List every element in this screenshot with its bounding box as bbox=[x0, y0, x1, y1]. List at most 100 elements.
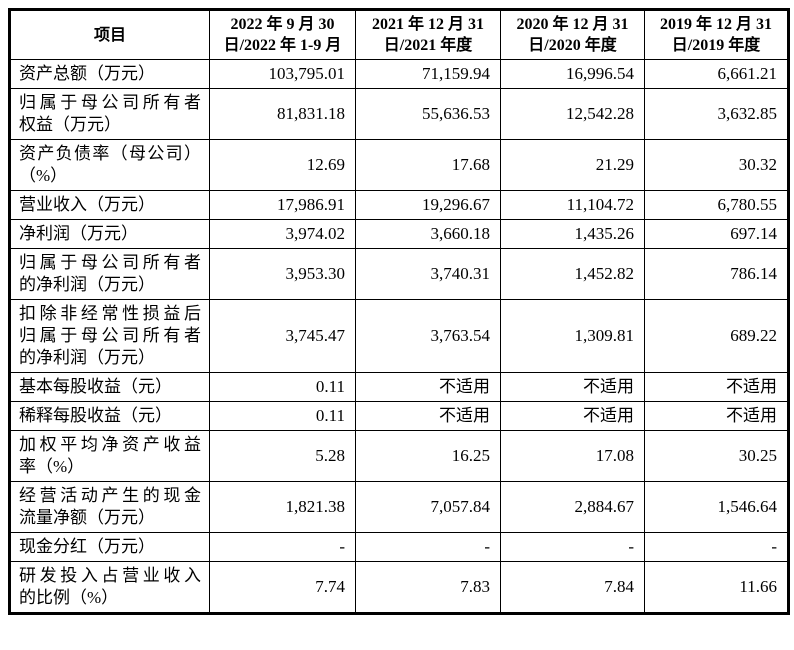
row-label-line: 流量净额（万元） bbox=[19, 508, 155, 527]
value-cell-2021: 16.25 bbox=[355, 430, 501, 482]
row-label-line: 加权平均净资产收益 bbox=[19, 435, 201, 454]
col-header-2020-period: 2020 年 12 月 31 日/2020 年度 bbox=[500, 9, 645, 60]
row-label-line: 资产总额（万元） bbox=[19, 64, 155, 83]
value-cell-2020: 1,452.82 bbox=[500, 248, 645, 300]
value-cell-2022: 1,821.38 bbox=[209, 481, 356, 533]
table-row: 扣除非经常性损益后 归属于母公司所有者 的净利润（万元） 3,745.47 3,76… bbox=[9, 299, 789, 373]
row-label-line: 归属于母公司所有者 bbox=[19, 93, 201, 112]
value-cell-2021: 19,296.67 bbox=[355, 190, 501, 220]
table-row: 稀释每股收益（元） 0.11 不适用 不适用 不适用 bbox=[9, 401, 789, 431]
value-cell-2019: - bbox=[644, 532, 789, 562]
value-cell-2019: 6,780.55 bbox=[644, 190, 789, 220]
row-label-line: 的净利润（万元） bbox=[19, 348, 155, 367]
table-row: 经营活动产生的现金 流量净额（万元） 1,821.38 7,057.84 2,88… bbox=[9, 481, 789, 533]
value-cell-2020: 16,996.54 bbox=[500, 59, 645, 89]
value-cell-2022: 3,974.02 bbox=[209, 219, 356, 249]
col-header-2019-period: 2019 年 12 月 31 日/2019 年度 bbox=[644, 9, 789, 60]
table-row: 归属于母公司所有者 的净利润（万元） 3,953.30 3,740.31 1,45… bbox=[9, 248, 789, 300]
table-row: 基本每股收益（元） 0.11 不适用 不适用 不适用 bbox=[9, 372, 789, 402]
row-label-line: 净利润（万元） bbox=[19, 224, 138, 243]
col-header-2021-period: 2021 年 12 月 31 日/2021 年度 bbox=[355, 9, 501, 60]
value-cell-2019: 786.14 bbox=[644, 248, 789, 300]
value-cell-2019: 不适用 bbox=[644, 372, 789, 402]
row-label-line: 资产负债率（母公司） bbox=[19, 144, 201, 163]
value-cell-2020: 1,435.26 bbox=[500, 219, 645, 249]
value-cell-2021: 3,660.18 bbox=[355, 219, 501, 249]
value-cell-2021: 不适用 bbox=[355, 372, 501, 402]
row-label-line: 归属于母公司所有者 bbox=[19, 326, 201, 345]
value-cell-2022: 3,953.30 bbox=[209, 248, 356, 300]
value-cell-2021: 7,057.84 bbox=[355, 481, 501, 533]
value-cell-2021: - bbox=[355, 532, 501, 562]
row-label-cell: 归属于母公司所有者 权益（万元） bbox=[9, 88, 210, 140]
row-label-line: 稀释每股收益（元） bbox=[19, 406, 172, 425]
value-cell-2022: 0.11 bbox=[209, 372, 356, 402]
value-cell-2020: 1,309.81 bbox=[500, 299, 645, 373]
row-label-line: 归属于母公司所有者 bbox=[19, 253, 201, 272]
value-cell-2019: 30.32 bbox=[644, 139, 789, 191]
value-cell-2021: 3,740.31 bbox=[355, 248, 501, 300]
value-cell-2022: - bbox=[209, 532, 356, 562]
value-cell-2020: 17.08 bbox=[500, 430, 645, 482]
value-cell-2019: 1,546.64 bbox=[644, 481, 789, 533]
value-cell-2021: 71,159.94 bbox=[355, 59, 501, 89]
value-cell-2020: 21.29 bbox=[500, 139, 645, 191]
value-cell-2022: 17,986.91 bbox=[209, 190, 356, 220]
value-cell-2022: 81,831.18 bbox=[209, 88, 356, 140]
table-row: 研发投入占营业收入 的比例（%） 7.74 7.83 7.84 11.66 bbox=[9, 561, 789, 614]
row-label-line: 现金分红（万元） bbox=[19, 537, 155, 556]
row-label-cell: 稀释每股收益（元） bbox=[9, 401, 210, 431]
table-row: 资产总额（万元） 103,795.01 71,159.94 16,996.54 … bbox=[9, 59, 789, 89]
value-cell-2019: 3,632.85 bbox=[644, 88, 789, 140]
value-cell-2020: 12,542.28 bbox=[500, 88, 645, 140]
col-header-item: 项目 bbox=[9, 9, 210, 60]
table-row: 归属于母公司所有者 权益（万元） 81,831.18 55,636.53 12,5… bbox=[9, 88, 789, 140]
value-cell-2021: 17.68 bbox=[355, 139, 501, 191]
row-label-line: 经营活动产生的现金 bbox=[19, 486, 201, 505]
value-cell-2020: 不适用 bbox=[500, 401, 645, 431]
value-cell-2020: 不适用 bbox=[500, 372, 645, 402]
row-label-cell: 加权平均净资产收益 率（%） bbox=[9, 430, 210, 482]
row-label-line: 基本每股收益（元） bbox=[19, 377, 172, 396]
value-cell-2022: 0.11 bbox=[209, 401, 356, 431]
row-label-cell: 研发投入占营业收入 的比例（%） bbox=[9, 561, 210, 614]
value-cell-2020: 2,884.67 bbox=[500, 481, 645, 533]
value-cell-2019: 697.14 bbox=[644, 219, 789, 249]
value-cell-2019: 30.25 bbox=[644, 430, 789, 482]
document-page: 项目 2022 年 9 月 30 日/2022 年 1-9 月 2021 年 1… bbox=[8, 8, 790, 615]
table-body: 资产总额（万元） 103,795.01 71,159.94 16,996.54 … bbox=[9, 59, 789, 614]
row-label-line: 的比例（%） bbox=[19, 588, 119, 607]
value-cell-2022: 7.74 bbox=[209, 561, 356, 614]
col-header-2022-period: 2022 年 9 月 30 日/2022 年 1-9 月 bbox=[209, 9, 356, 60]
value-cell-2021: 7.83 bbox=[355, 561, 501, 614]
row-label-cell: 归属于母公司所有者 的净利润（万元） bbox=[9, 248, 210, 300]
value-cell-2021: 55,636.53 bbox=[355, 88, 501, 140]
table-row: 加权平均净资产收益 率（%） 5.28 16.25 17.08 30.25 bbox=[9, 430, 789, 482]
row-label-cell: 资产负债率（母公司） （%） bbox=[9, 139, 210, 191]
value-cell-2019: 11.66 bbox=[644, 561, 789, 614]
table-row: 资产负债率（母公司） （%） 12.69 17.68 21.29 30.32 bbox=[9, 139, 789, 191]
row-label-line: 的净利润（万元） bbox=[19, 275, 155, 294]
value-cell-2019: 689.22 bbox=[644, 299, 789, 373]
value-cell-2019: 6,661.21 bbox=[644, 59, 789, 89]
value-cell-2020: 7.84 bbox=[500, 561, 645, 614]
value-cell-2022: 103,795.01 bbox=[209, 59, 356, 89]
row-label-line: 研发投入占营业收入 bbox=[19, 566, 201, 585]
row-label-cell: 净利润（万元） bbox=[9, 219, 210, 249]
row-label-cell: 营业收入（万元） bbox=[9, 190, 210, 220]
row-label-line: 扣除非经常性损益后 bbox=[19, 304, 201, 323]
value-cell-2022: 12.69 bbox=[209, 139, 356, 191]
row-label-line: 率（%） bbox=[19, 457, 85, 476]
table-row: 净利润（万元） 3,974.02 3,660.18 1,435.26 697.1… bbox=[9, 219, 789, 249]
row-label-cell: 资产总额（万元） bbox=[9, 59, 210, 89]
value-cell-2021: 3,763.54 bbox=[355, 299, 501, 373]
row-label-line: 权益（万元） bbox=[19, 115, 121, 134]
row-label-cell: 现金分红（万元） bbox=[9, 532, 210, 562]
value-cell-2021: 不适用 bbox=[355, 401, 501, 431]
row-label-cell: 基本每股收益（元） bbox=[9, 372, 210, 402]
table-row: 现金分红（万元） - - - - bbox=[9, 532, 789, 562]
row-label-line: 营业收入（万元） bbox=[19, 195, 155, 214]
row-label-cell: 扣除非经常性损益后 归属于母公司所有者 的净利润（万元） bbox=[9, 299, 210, 373]
value-cell-2020: - bbox=[500, 532, 645, 562]
value-cell-2022: 3,745.47 bbox=[209, 299, 356, 373]
